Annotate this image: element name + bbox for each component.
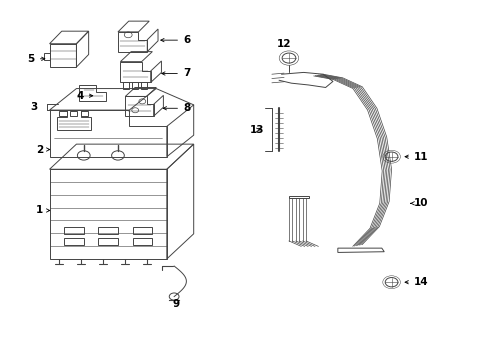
Text: 14: 14 (405, 277, 428, 287)
Text: 13: 13 (250, 125, 265, 135)
Text: 6: 6 (161, 35, 190, 45)
Text: 9: 9 (172, 299, 179, 309)
Text: 4: 4 (76, 91, 93, 101)
Text: 7: 7 (162, 68, 190, 78)
Text: 12: 12 (277, 40, 292, 49)
Text: 2: 2 (36, 144, 50, 154)
Text: 5: 5 (27, 54, 45, 64)
Text: 10: 10 (411, 198, 428, 208)
Text: 8: 8 (163, 103, 190, 113)
Text: 3: 3 (30, 102, 38, 112)
Text: 11: 11 (405, 152, 428, 162)
Text: 1: 1 (36, 206, 50, 216)
